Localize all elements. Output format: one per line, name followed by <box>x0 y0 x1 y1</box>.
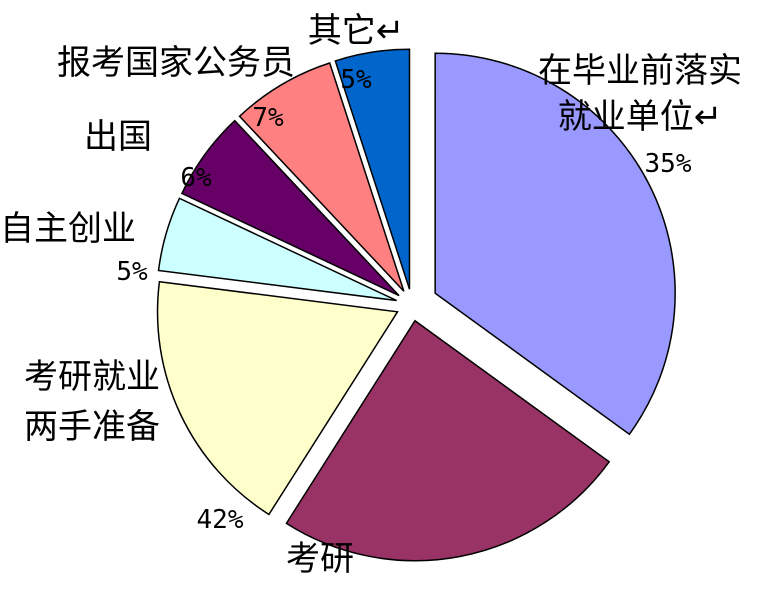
slice-value-label: 6% <box>180 163 212 193</box>
slice-category-label: 其它↵ <box>308 11 405 51</box>
slice-category-label: 就业单位↵ <box>558 97 723 137</box>
slice-value-label: 5% <box>116 257 148 287</box>
slice-value-label: 35% <box>645 149 692 179</box>
pie-slices <box>156 48 676 562</box>
slice-category-label: 两手准备 <box>24 407 160 447</box>
slice-category-label: 出国 <box>84 117 152 157</box>
pie-slice <box>434 52 676 436</box>
pie-slice <box>238 62 405 292</box>
slice-category-label: 考研就业 <box>24 357 160 397</box>
slice-value-label: 5% <box>340 65 372 95</box>
slice-category-label: 考研 <box>286 539 354 579</box>
slice-value-label: 7% <box>252 103 284 133</box>
slice-value-label: 42% <box>197 505 244 535</box>
slice-category-label: 报考国家公务员 <box>57 43 295 83</box>
slice-category-label: 自主创业 <box>0 209 136 249</box>
pie-slice <box>334 48 411 290</box>
pie-slice <box>157 197 397 302</box>
pie-slice <box>156 280 399 516</box>
slice-category-label: 在毕业前落实 <box>538 51 742 91</box>
pie-slice <box>180 119 400 297</box>
pie-slice <box>285 319 611 562</box>
